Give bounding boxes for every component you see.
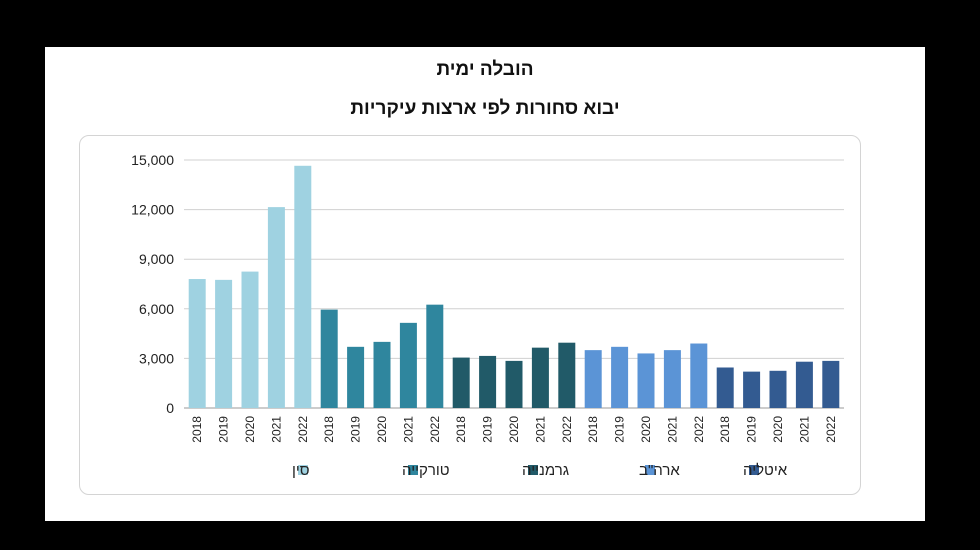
x-tick-label: 2019	[349, 416, 363, 443]
bar	[452, 357, 470, 408]
x-tick-label: 2021	[269, 416, 283, 443]
bar	[479, 355, 497, 408]
legend-label: איטליה	[743, 462, 788, 479]
x-tick-label: 2022	[692, 416, 706, 443]
x-tick-label: 2021	[665, 416, 679, 443]
bar	[294, 165, 312, 408]
legend-swatch	[298, 465, 308, 475]
bar	[399, 322, 417, 408]
bar-chart: 0 3,000 6,000 9,000 12,000 15,000 2018 2019 2020…	[131, 152, 844, 479]
legend-swatch	[408, 465, 418, 475]
bar	[769, 370, 787, 408]
bar	[690, 343, 708, 408]
x-tick-label: 2022	[560, 416, 574, 443]
x-tick-label: 2020	[243, 416, 257, 443]
bar	[637, 353, 655, 408]
legend-item: טורקייה	[402, 462, 450, 479]
bar	[267, 207, 285, 408]
y-tick-label: 15,000	[131, 152, 174, 168]
legend-label: סין	[292, 462, 310, 479]
chart-area: 0 3,000 6,000 9,000 12,000 15,000 2018 2019 2020…	[79, 135, 861, 495]
x-tick-label: 2019	[481, 416, 495, 443]
bar	[743, 371, 761, 408]
legend-label: טורקייה	[402, 462, 450, 479]
y-tick-label: 3,000	[139, 350, 174, 366]
bar	[663, 350, 681, 408]
x-tick-label: 2019	[613, 416, 627, 443]
x-tick-label: 2020	[375, 416, 389, 443]
bar	[347, 346, 365, 408]
legend-label: גרמנייה	[522, 462, 569, 479]
chart-title: הובלה ימית	[436, 59, 534, 80]
legend-item: ארה"ב	[639, 462, 680, 479]
legend-swatch	[528, 465, 538, 475]
chart-subtitle: יבוא סחורות לפי ארצות עיקריות	[350, 98, 620, 119]
bar	[558, 342, 576, 408]
legend-swatch	[749, 465, 759, 475]
x-tick-label: 2021	[533, 416, 547, 443]
bar	[822, 360, 840, 408]
x-tick-label: 2022	[296, 416, 310, 443]
x-tick-label: 2018	[454, 416, 468, 443]
x-tick-label: 2022	[428, 416, 442, 443]
bar	[215, 279, 233, 408]
bar	[373, 341, 391, 408]
y-tick-label: 9,000	[139, 251, 174, 267]
x-tick-label: 2021	[401, 416, 415, 443]
x-tick-label: 2020	[771, 416, 785, 443]
y-tick-label: 0	[166, 400, 174, 416]
x-tick-label: 2020	[507, 416, 521, 443]
legend-label: ארה"ב	[639, 462, 680, 479]
x-tick-label: 2018	[586, 416, 600, 443]
bar	[241, 271, 259, 408]
x-tick-label: 2018	[322, 416, 336, 443]
x-tick-label: 2022	[824, 416, 838, 443]
bar	[584, 350, 602, 408]
x-tick-label: 2021	[797, 416, 811, 443]
y-tick-label: 12,000	[131, 202, 174, 218]
legend-item: איטליה	[743, 462, 788, 479]
x-tick-label: 2019	[745, 416, 759, 443]
bar	[716, 367, 734, 408]
slide: הובלה ימית יבוא סחורות לפי ארצות עיקריות…	[45, 47, 925, 521]
legend-item: גרמנייה	[522, 462, 569, 479]
x-tick-label: 2018	[190, 416, 204, 443]
legend-swatch	[645, 465, 655, 475]
x-tick-label: 2020	[639, 416, 653, 443]
x-tick-label: 2019	[217, 416, 231, 443]
bar	[188, 279, 206, 408]
bar	[531, 347, 549, 408]
bar	[505, 360, 523, 408]
y-tick-label: 6,000	[139, 301, 174, 317]
legend-item: סין	[292, 462, 310, 479]
bar	[611, 346, 629, 408]
bar	[795, 361, 813, 408]
x-tick-label: 2018	[718, 416, 732, 443]
bar	[320, 309, 338, 408]
bar	[426, 304, 444, 408]
